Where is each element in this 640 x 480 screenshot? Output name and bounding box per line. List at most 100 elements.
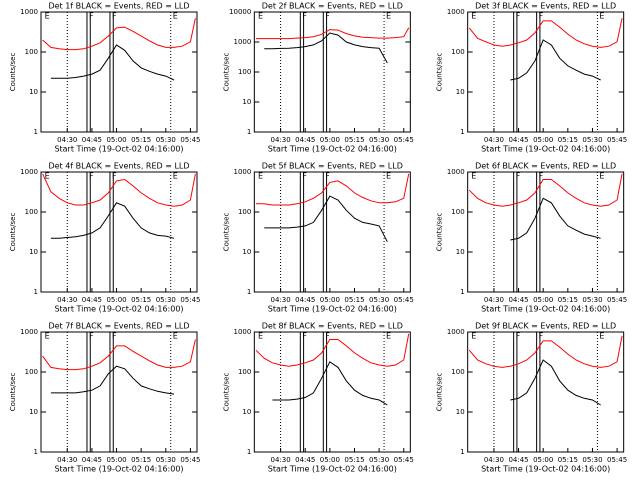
series-line (468, 173, 623, 207)
x-tick-label: 05:30 (369, 136, 389, 144)
chart-panel: Det 2f BLACK = Events, RED = LLD Start Ti… (222, 2, 414, 154)
plot-frame (253, 171, 411, 293)
series-line (510, 197, 601, 241)
x-tick-label: 05:45 (180, 136, 200, 144)
y-tick-label: 1000 (20, 328, 38, 336)
x-tick-label: 05:30 (582, 136, 602, 144)
y-tick-label: 100 (451, 48, 464, 56)
x-tick-label: 05:30 (156, 296, 176, 304)
x-tick-label: 04:45 (82, 296, 102, 304)
series-line (255, 27, 410, 40)
series-line (264, 195, 388, 243)
chart-title: Det 8f BLACK = Events, RED = LLD (262, 322, 403, 331)
x-tick-label: 05:45 (607, 136, 627, 144)
x-tick-label: 05:00 (320, 456, 340, 464)
plot-frame (253, 331, 411, 453)
x-tick-label: 04:45 (295, 136, 315, 144)
marker-label: E (386, 172, 391, 181)
series-line (510, 359, 601, 406)
y-tick-label: 100 (238, 208, 251, 216)
marker-label: E (386, 12, 391, 21)
y-tick-label: 1 (34, 448, 38, 456)
marker-label: F (89, 332, 94, 341)
chart-title: Det 2f BLACK = Events, RED = LLD (262, 2, 403, 11)
x-tick-label: 04:30 (484, 136, 504, 144)
chart-title: Det 4f BLACK = Events, RED = LLD (48, 162, 189, 171)
marker-label: E (471, 332, 476, 341)
x-axis-label: Start Time (19-Oct-02 04:16:00) (54, 305, 183, 314)
x-tick-label: 05:15 (131, 456, 151, 464)
series-line (42, 173, 196, 207)
x-axis-label: Start Time (19-Oct-02 04:16:00) (268, 305, 397, 314)
marker-label: F (325, 12, 330, 21)
y-tick-label: 100 (451, 368, 464, 376)
plot-frame (467, 171, 625, 293)
x-tick-label: 04:45 (508, 296, 528, 304)
x-axis-label: Start Time (19-Oct-02 04:16:00) (54, 465, 183, 474)
chart-title: Det 6f BLACK = Events, RED = LLD (475, 162, 616, 171)
marker-label: F (302, 12, 307, 21)
series-line (255, 333, 410, 367)
marker-label: F (539, 172, 544, 181)
x-tick-label: 05:00 (533, 296, 553, 304)
y-axis-label: Counts/sec (222, 53, 230, 92)
y-tick-label: 1 (34, 288, 38, 296)
marker-label: F (89, 172, 94, 181)
x-tick-label: 05:15 (344, 136, 364, 144)
x-tick-label: 05:15 (558, 456, 578, 464)
x-axis-label: Start Time (19-Oct-02 04:16:00) (268, 465, 397, 474)
x-axis-label: Start Time (19-Oct-02 04:16:00) (481, 305, 610, 314)
chart-panel: Det 8f BLACK = Events, RED = LLD Start Ti… (222, 322, 414, 474)
y-tick-label: 100 (238, 368, 251, 376)
x-tick-label: 05:15 (131, 136, 151, 144)
x-tick-label: 04:45 (295, 456, 315, 464)
x-tick-label: 05:30 (369, 296, 389, 304)
plot-frame (467, 331, 625, 453)
series-line (468, 18, 623, 48)
x-tick-label: 05:15 (131, 296, 151, 304)
y-axis-label: Counts/sec (9, 213, 17, 252)
x-tick-label: 05:15 (558, 136, 578, 144)
y-tick-label: 1000 (447, 168, 465, 176)
y-axis-label: Counts/sec (436, 373, 444, 412)
y-tick-label: 10 (242, 408, 251, 416)
series-line (468, 335, 623, 368)
y-tick-label: 10 (29, 88, 38, 96)
x-tick-label: 05:00 (106, 136, 126, 144)
x-tick-label: 05:00 (320, 136, 340, 144)
series-line (255, 173, 410, 206)
plot-frame (467, 11, 625, 133)
x-tick-label: 04:30 (57, 456, 77, 464)
y-tick-label: 10 (242, 98, 251, 106)
y-tick-label: 1 (247, 448, 251, 456)
chart-title: Det 5f BLACK = Events, RED = LLD (262, 162, 403, 171)
x-tick-label: 05:45 (394, 456, 414, 464)
y-tick-label: 1 (247, 128, 251, 136)
y-tick-label: 10 (456, 88, 465, 96)
series-line (510, 39, 601, 81)
marker-label: F (516, 172, 521, 181)
chart-title: Det 7f BLACK = Events, RED = LLD (48, 322, 189, 331)
x-tick-label: 04:45 (508, 456, 528, 464)
x-tick-label: 05:15 (344, 456, 364, 464)
marker-label: F (112, 172, 117, 181)
marker-label: E (45, 172, 50, 181)
x-tick-label: 05:15 (558, 296, 578, 304)
x-tick-label: 05:30 (369, 456, 389, 464)
x-tick-label: 05:45 (394, 136, 414, 144)
marker-label: F (325, 332, 330, 341)
y-tick-label: 10 (456, 248, 465, 256)
x-tick-label: 05:30 (156, 456, 176, 464)
chart-panel: Det 3f BLACK = Events, RED = LLD Start Ti… (436, 2, 628, 154)
plot-frame (40, 331, 198, 453)
marker-label: F (539, 12, 544, 21)
marker-label: F (302, 332, 307, 341)
x-tick-label: 04:30 (271, 136, 291, 144)
marker-label: F (112, 12, 117, 21)
x-tick-label: 04:30 (57, 136, 77, 144)
y-tick-label: 10 (29, 248, 38, 256)
x-axis-label: Start Time (19-Oct-02 04:16:00) (481, 145, 610, 154)
x-tick-label: 05:45 (607, 456, 627, 464)
plot-frame (40, 171, 198, 293)
